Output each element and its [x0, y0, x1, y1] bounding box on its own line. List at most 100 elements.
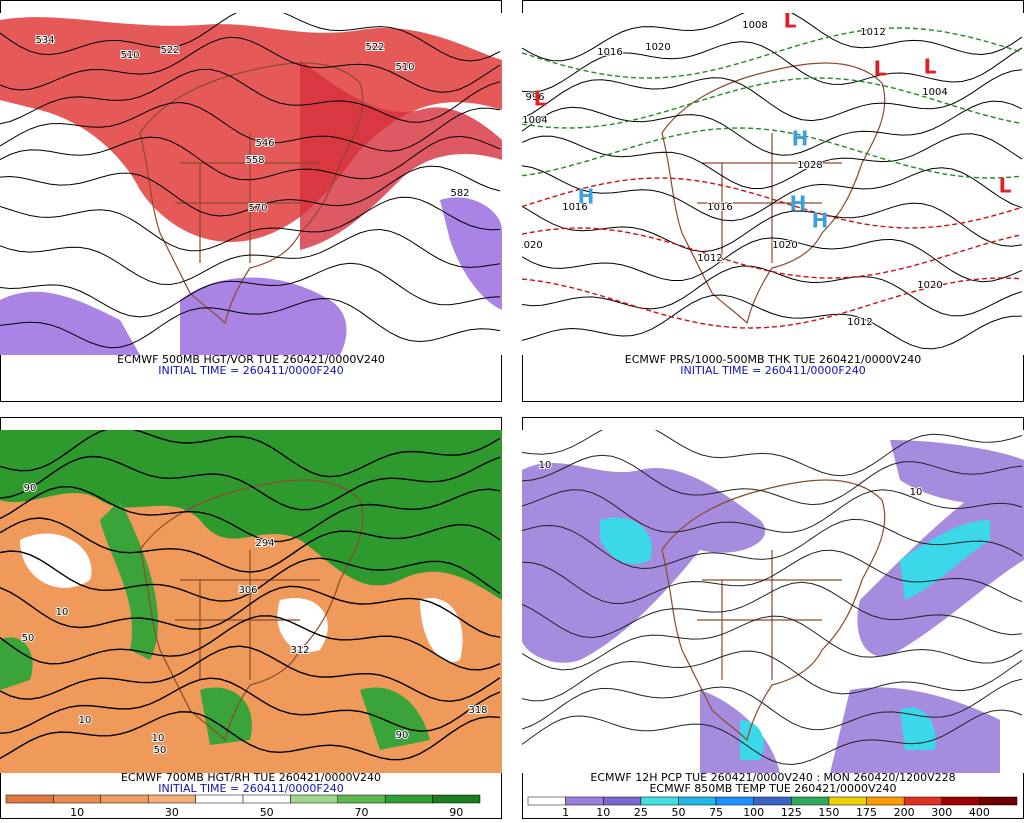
contour [522, 202, 1023, 253]
contour-label: 582 [450, 188, 469, 199]
contour [0, 101, 501, 152]
contour-label: 522 [365, 42, 384, 53]
contour-label: 510 [120, 50, 139, 61]
colorbar-segment [100, 794, 149, 804]
colorbar-segment [290, 794, 339, 804]
colorbar-label: 200 [894, 806, 915, 819]
colorbar-segment [432, 794, 481, 804]
contour-label: 90 [24, 483, 37, 494]
contour [0, 228, 501, 286]
colorbar-label: 30 [165, 806, 179, 819]
contour [0, 455, 501, 511]
contour-label: 1008 [742, 20, 767, 31]
caption: INITIAL TIME = 260411/0000F240 [158, 364, 343, 377]
colorbar-segment [979, 796, 1018, 806]
pressure-center: L [874, 57, 887, 81]
contour-label: 318 [468, 705, 487, 716]
thickness-contour [522, 177, 1023, 229]
colorbar-label: 150 [818, 806, 839, 819]
colorbar-segment [602, 796, 642, 806]
colorbar-label: 175 [856, 806, 877, 819]
colorbar-label: 1 [562, 806, 569, 819]
colorbar-segment [903, 796, 943, 806]
contour [522, 13, 1023, 62]
contour-label: 1012 [697, 253, 722, 264]
thickness-contour [522, 27, 1023, 79]
contour [0, 36, 501, 93]
map-500mb: 534 510 522 522 510 546 558 570 582 [0, 13, 502, 355]
contour [0, 135, 501, 181]
contour [0, 430, 501, 478]
colorbar-label: 75 [709, 806, 723, 819]
pressure-center: H [578, 185, 595, 209]
colorbar-segment [640, 796, 679, 806]
colorbar-segment [565, 796, 604, 806]
pressure-center: H [792, 127, 809, 151]
contour-label: 294 [255, 538, 274, 549]
colorbar-segment [527, 796, 566, 806]
colorbar-label: 50 [671, 806, 685, 819]
colorbar-label: 70 [355, 806, 369, 819]
contour-label: 570 [248, 203, 267, 214]
colorbar-segment [753, 796, 792, 806]
colorbar-label: 10 [70, 806, 84, 819]
contour [522, 430, 1023, 477]
coastline [139, 62, 364, 325]
coastline [661, 479, 886, 742]
colorbar-segment [866, 796, 905, 806]
contour-label: 1004 [922, 87, 947, 98]
contour [522, 678, 1023, 731]
contour-label: 1020 [917, 280, 942, 291]
pressure-center: L [999, 174, 1012, 198]
pressure-center: L [784, 9, 797, 33]
colorbar-segment [242, 794, 291, 804]
contour [0, 68, 501, 125]
colorbar-label: 100 [743, 806, 764, 819]
contour-label: 90 [396, 730, 409, 741]
contour [0, 585, 501, 638]
caption: ECMWF 850MB TEMP TUE 260421/0000V240 [649, 782, 896, 795]
colorbar-segment [147, 794, 196, 804]
contour [0, 645, 501, 703]
contour [522, 100, 1023, 156]
contour-label: 1016 [597, 47, 622, 58]
caption: INITIAL TIME = 260411/0000F240 [680, 364, 865, 377]
contour-label: 522 [160, 45, 179, 56]
colorbar-segment [828, 796, 867, 806]
contour [0, 677, 501, 734]
caption: ECMWF 500MB HGT/VOR TUE 260421/0000V240 [117, 353, 385, 366]
contour [522, 709, 1023, 766]
colorbar-label: 90 [449, 806, 463, 819]
colorbar-segment [941, 796, 980, 806]
contour-label: 10 [79, 715, 92, 726]
contour-label: 10 [910, 487, 923, 498]
contour [522, 165, 1023, 222]
contour [522, 41, 1023, 93]
contour [0, 196, 501, 252]
contour [0, 13, 501, 62]
thickness-contour [522, 127, 1023, 179]
contour-label: 534 [35, 35, 54, 46]
colorbar-segment [384, 794, 433, 804]
caption: ECMWF 12H PCP TUE 260421/0000V240 : MON … [590, 771, 955, 784]
contour [522, 518, 1023, 570]
contour [0, 262, 501, 318]
contour-label: 10 [56, 607, 69, 618]
contour [522, 237, 1023, 283]
colorbar-label: 400 [969, 806, 990, 819]
contour-label: 1028 [797, 160, 822, 171]
contour [522, 69, 1023, 122]
map-precip: 10 10 [522, 430, 1024, 773]
contour-label: 1016 [562, 202, 587, 213]
contour [0, 485, 501, 543]
pressure-center: L [924, 55, 937, 79]
contour-label: 1004 [522, 115, 547, 126]
caption: INITIAL TIME = 260411/0000F240 [158, 782, 343, 795]
pressure-center: L [534, 87, 547, 111]
thickness-contour [522, 227, 1023, 279]
contour [522, 294, 1023, 350]
colorbar-label: 25 [634, 806, 648, 819]
colorbar-segment [678, 796, 717, 806]
colorbar-label: 10 [596, 806, 610, 819]
